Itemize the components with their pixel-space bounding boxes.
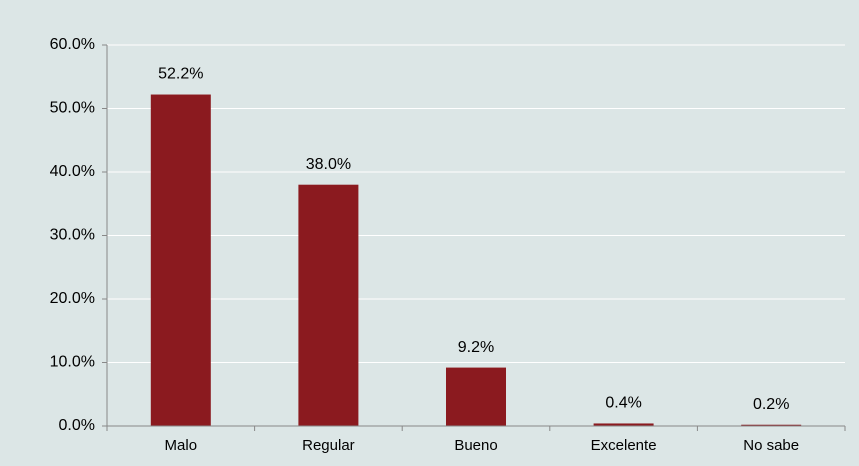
y-tick-label: 40.0%: [50, 163, 95, 180]
data-label: 0.2%: [753, 396, 789, 413]
bar: [446, 367, 506, 426]
data-label: 0.4%: [605, 395, 641, 412]
y-tick-label: 0.0%: [59, 417, 95, 434]
y-tick-label: 20.0%: [50, 290, 95, 307]
bar: [593, 423, 654, 426]
data-label: 38.0%: [306, 156, 351, 173]
bar: [150, 94, 211, 426]
x-tick-label: Regular: [302, 437, 355, 454]
bar: [741, 424, 802, 426]
y-tick-label: 60.0%: [50, 36, 95, 53]
x-tick-label: Malo: [165, 437, 198, 454]
bar: [298, 184, 359, 426]
x-tick-label: Bueno: [454, 437, 497, 454]
data-label: 52.2%: [158, 66, 203, 83]
y-tick-label: 30.0%: [50, 227, 95, 244]
x-tick-label: No sabe: [743, 437, 799, 454]
y-tick-label: 10.0%: [50, 354, 95, 371]
data-label: 9.2%: [458, 339, 494, 356]
y-tick-label: 50.0%: [50, 100, 95, 117]
x-tick-label: Excelente: [591, 437, 657, 454]
